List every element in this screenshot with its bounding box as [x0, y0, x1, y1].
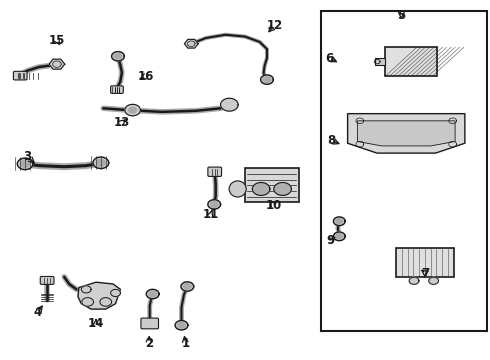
- Polygon shape: [112, 51, 124, 61]
- Text: 14: 14: [88, 317, 104, 330]
- Text: 9: 9: [326, 234, 335, 247]
- Text: 15: 15: [49, 33, 65, 47]
- Text: 11: 11: [203, 208, 219, 221]
- Polygon shape: [17, 158, 33, 170]
- Polygon shape: [82, 298, 94, 306]
- Polygon shape: [78, 282, 121, 309]
- Polygon shape: [184, 284, 191, 289]
- Polygon shape: [111, 289, 121, 297]
- Text: 4: 4: [33, 306, 42, 319]
- Bar: [375, 58, 386, 65]
- Polygon shape: [220, 98, 238, 111]
- Polygon shape: [181, 282, 194, 291]
- Polygon shape: [147, 289, 159, 299]
- Text: 10: 10: [265, 199, 281, 212]
- Polygon shape: [252, 183, 270, 195]
- Polygon shape: [336, 219, 343, 224]
- Polygon shape: [336, 234, 343, 239]
- Polygon shape: [263, 77, 271, 82]
- Polygon shape: [334, 217, 345, 226]
- Polygon shape: [261, 75, 273, 84]
- Polygon shape: [49, 59, 65, 69]
- Polygon shape: [149, 291, 156, 297]
- FancyBboxPatch shape: [40, 276, 54, 284]
- Text: 2: 2: [145, 337, 153, 350]
- Polygon shape: [125, 104, 141, 116]
- Text: 13: 13: [114, 116, 130, 129]
- Polygon shape: [129, 107, 137, 113]
- Polygon shape: [81, 286, 91, 293]
- Polygon shape: [208, 200, 220, 209]
- Polygon shape: [334, 232, 345, 240]
- Polygon shape: [175, 320, 188, 330]
- Polygon shape: [210, 202, 218, 207]
- FancyBboxPatch shape: [111, 86, 123, 93]
- Bar: [321, 12, 487, 330]
- Polygon shape: [100, 298, 112, 306]
- Text: 16: 16: [138, 69, 154, 82]
- Text: 12: 12: [266, 19, 282, 32]
- Polygon shape: [93, 157, 109, 168]
- Polygon shape: [409, 277, 419, 284]
- Text: 3: 3: [24, 150, 32, 163]
- Bar: [396, 248, 454, 277]
- Text: 8: 8: [327, 134, 336, 147]
- Text: 7: 7: [422, 267, 430, 280]
- Bar: [386, 47, 437, 76]
- Polygon shape: [184, 39, 198, 48]
- Text: 6: 6: [325, 51, 333, 64]
- FancyBboxPatch shape: [141, 318, 159, 329]
- FancyBboxPatch shape: [13, 71, 27, 80]
- Polygon shape: [21, 161, 30, 167]
- Polygon shape: [96, 159, 105, 166]
- Polygon shape: [357, 121, 455, 146]
- Polygon shape: [429, 277, 439, 284]
- FancyBboxPatch shape: [208, 167, 221, 176]
- Text: 1: 1: [181, 337, 190, 350]
- Text: 5: 5: [397, 9, 406, 22]
- Polygon shape: [274, 183, 292, 195]
- Polygon shape: [178, 323, 185, 328]
- Polygon shape: [347, 114, 465, 153]
- Bar: [245, 168, 299, 202]
- Polygon shape: [114, 54, 122, 59]
- Ellipse shape: [229, 181, 246, 197]
